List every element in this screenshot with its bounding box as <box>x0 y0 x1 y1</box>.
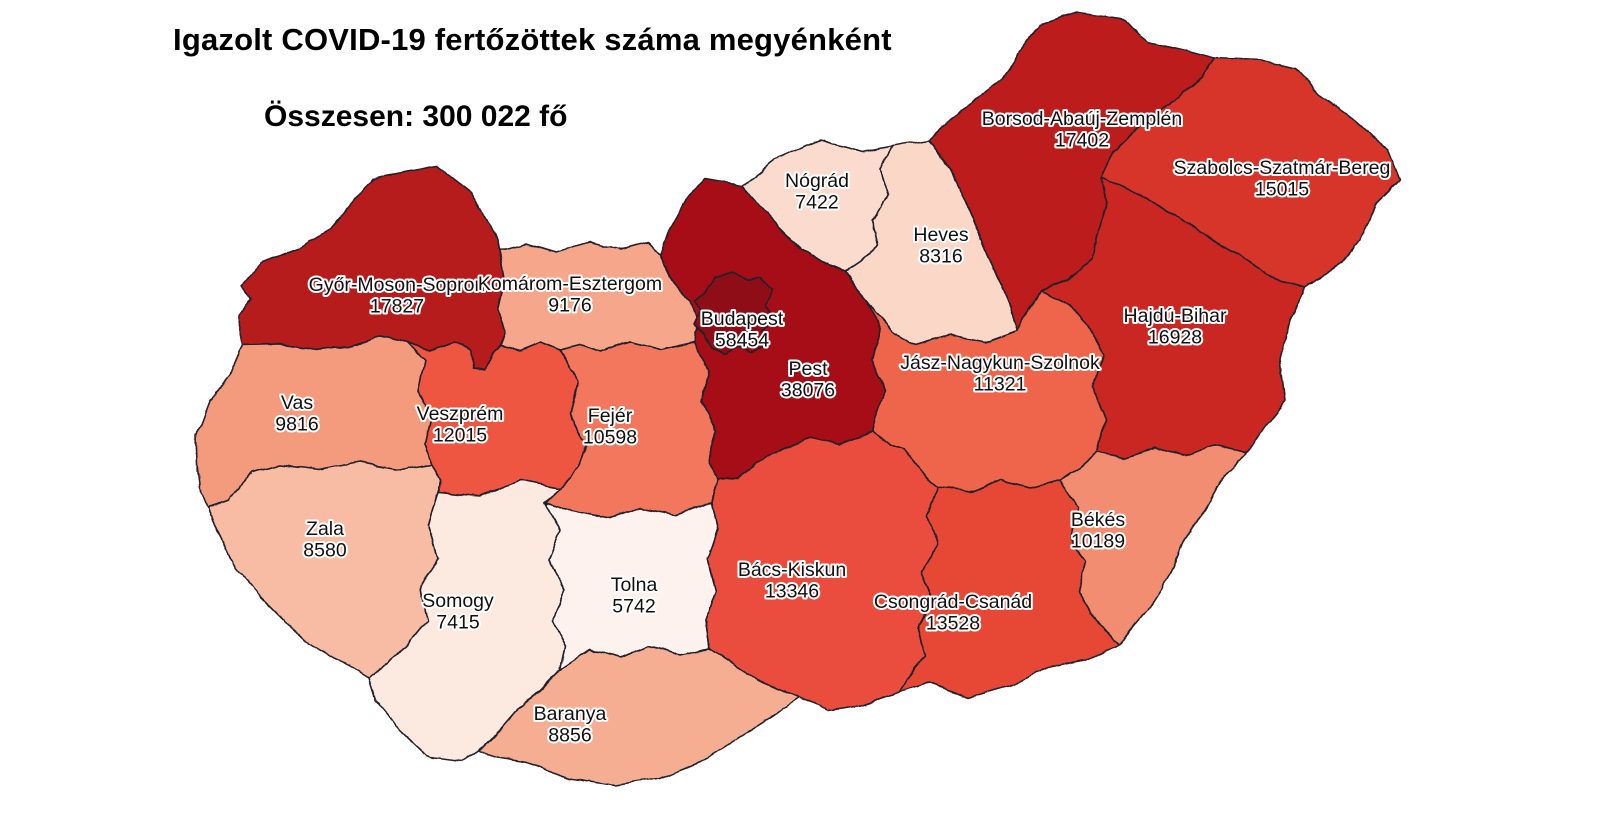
county-name: Veszprém <box>417 403 504 425</box>
county-name: Győr-Moson-Sopron <box>309 274 486 296</box>
county-label-jasz-nagykun-szolnok: Jász-Nagykun-Szolnok 11321 <box>900 352 1100 396</box>
county-value: 11321 <box>974 374 1027 396</box>
county-name: Fejér <box>588 405 633 427</box>
county-label-budapest: Budapest 58454 <box>701 308 784 352</box>
county-value: 17827 <box>370 296 424 318</box>
county-baranya <box>477 644 801 786</box>
county-value: 15015 <box>1255 179 1309 201</box>
county-name: Borsod-Abaúj-Zemplén <box>982 108 1183 130</box>
county-label-bekes: Békés 10189 <box>1071 509 1125 553</box>
county-name: Csongrád-Csanád <box>874 591 1032 613</box>
county-label-somogy: Somogy 7415 <box>422 590 494 634</box>
county-value: 8856 <box>548 725 591 747</box>
county-label-komarom-esztergom: Komárom-Esztergom 9176 <box>478 273 662 317</box>
county-label-gyor-moson-sopron: Győr-Moson-Sopron 17827 <box>309 274 486 318</box>
county-value: 13346 <box>765 581 819 603</box>
county-label-bacs-kiskun: Bács-Kiskun 13346 <box>738 559 846 603</box>
county-label-nograd: Nógrád 7422 <box>785 170 849 214</box>
county-bekes <box>1059 444 1249 646</box>
page-title: Igazolt COVID-19 fertőzöttek száma megyé… <box>173 22 892 57</box>
county-name: Zala <box>306 518 344 540</box>
county-value: 17402 <box>1055 130 1109 152</box>
county-budapest <box>694 271 776 356</box>
total-count-subtitle: Összesen: 300 022 fő <box>264 100 568 133</box>
county-name: Hajdú-Bihar <box>1124 305 1227 327</box>
county-name: Bács-Kiskun <box>738 559 846 581</box>
county-name: Heves <box>913 224 969 246</box>
county-value: 8580 <box>303 540 347 562</box>
county-label-fejer: Fejér 10598 <box>583 405 637 449</box>
county-label-heves: Heves 8316 <box>913 224 969 268</box>
county-name: Békés <box>1071 509 1125 531</box>
county-label-borsod-abauj-zemplen: Borsod-Abaúj-Zemplén 17402 <box>982 108 1183 152</box>
county-name: Komárom-Esztergom <box>478 273 662 295</box>
county-label-szabolcs-szatmar-bereg: Szabolcs-Szatmár-Bereg 15015 <box>1174 157 1391 201</box>
county-value: 8316 <box>919 246 962 268</box>
county-name: Budapest <box>701 308 784 330</box>
county-name: Tolna <box>611 574 658 596</box>
county-name: Somogy <box>422 590 494 612</box>
county-label-zala: Zala 8580 <box>303 518 347 562</box>
county-name: Pest <box>788 358 828 380</box>
county-zala <box>207 461 441 679</box>
county-value: 9816 <box>275 414 318 436</box>
county-label-vas: Vas 9816 <box>275 392 318 436</box>
county-value: 10598 <box>583 427 637 449</box>
county-label-hajdu-bihar: Hajdú-Bihar 16928 <box>1124 305 1227 349</box>
county-label-veszprem: Veszprém 12015 <box>417 403 504 447</box>
county-value: 9176 <box>548 295 591 317</box>
county-regions <box>195 11 1401 786</box>
county-value: 7422 <box>795 192 838 214</box>
county-name: Baranya <box>534 703 607 725</box>
county-value: 10189 <box>1071 531 1125 553</box>
county-value: 58454 <box>715 330 769 352</box>
county-label-tolna: Tolna 5742 <box>611 574 658 618</box>
county-label-pest: Pest 38076 <box>781 358 835 402</box>
county-name: Szabolcs-Szatmár-Bereg <box>1174 157 1391 179</box>
county-label-baranya: Baranya 8856 <box>534 703 607 747</box>
county-value: 7415 <box>436 612 480 634</box>
county-value: 12015 <box>433 425 487 447</box>
county-value: 38076 <box>781 380 835 402</box>
county-label-csongrad-csanad: Csongrád-Csanád 13528 <box>874 591 1032 635</box>
county-name: Nógrád <box>785 170 849 192</box>
county-name: Vas <box>281 392 313 414</box>
county-name: Jász-Nagykun-Szolnok <box>900 352 1100 374</box>
county-value: 13528 <box>926 613 980 635</box>
county-value: 5742 <box>612 596 655 618</box>
county-value: 16928 <box>1148 327 1202 349</box>
